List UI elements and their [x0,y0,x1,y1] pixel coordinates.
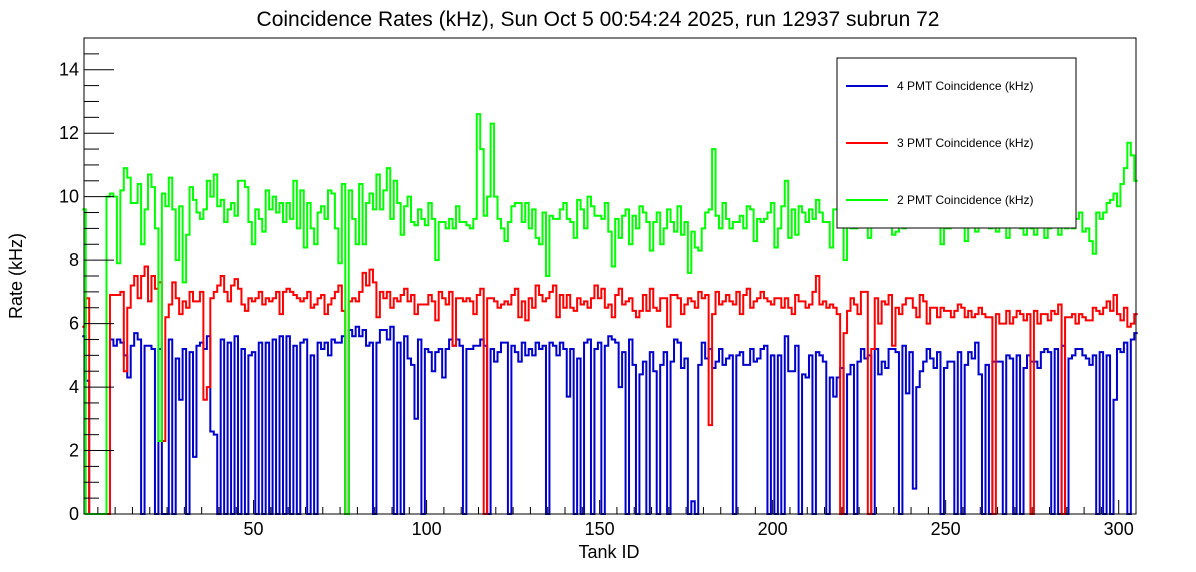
x-axis-label: Tank ID [578,542,639,562]
y-tick-label: 0 [69,504,79,524]
x-tick-label: 50 [244,519,264,539]
y-tick-label: 2 [69,441,79,461]
x-tick-label: 100 [412,519,442,539]
x-tick-label: 200 [758,519,788,539]
legend: 4 PMT Coincidence (kHz) 3 PMT Coincidence… [836,57,1077,229]
y-tick-label: 12 [59,123,79,143]
legend-label-2: 3 PMT Coincidence (kHz) [897,136,1034,150]
x-tick-label: 250 [931,519,961,539]
series-layer [82,113,1138,515]
y-tick-label: 14 [59,60,79,80]
y-tick-label: 6 [69,314,79,334]
y-tick-label: 10 [59,187,79,207]
series-line-3 [82,113,1138,515]
series-line-1 [82,325,1138,515]
x-tick-label: 150 [585,519,615,539]
legend-label-3: 2 PMT Coincidence (kHz) [897,193,1034,207]
series-line-2 [82,265,1138,515]
y-axis-label: Rate (kHz) [6,233,26,319]
legend-label-1: 4 PMT Coincidence (kHz) [897,79,1034,93]
y-tick-label: 8 [69,250,79,270]
y-axis: 0 2 4 6 8 10 12 14 [59,37,114,524]
x-tick-label: 300 [1104,519,1134,539]
y-tick-label: 4 [69,377,79,397]
x-axis: 50 100 150 200 250 300 [97,500,1137,539]
chart-title: Coincidence Rates (kHz), Sun Oct 5 00:54… [257,8,940,31]
